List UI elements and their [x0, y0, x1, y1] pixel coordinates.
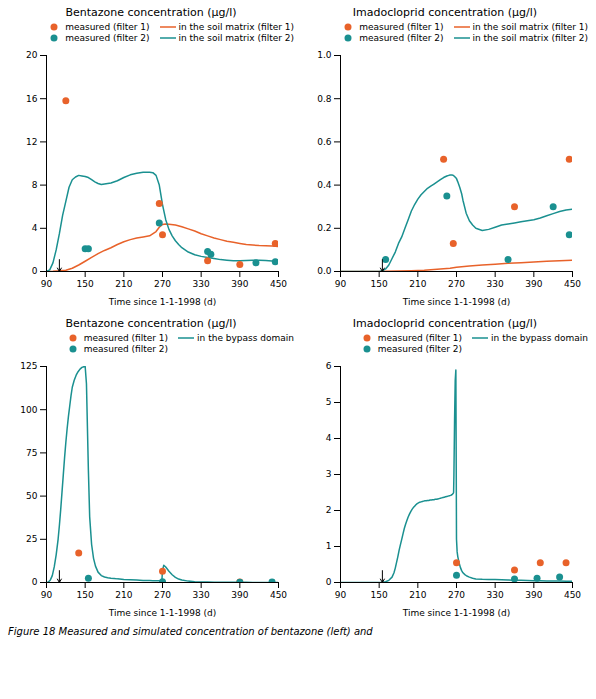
- svg-text:20: 20: [26, 50, 38, 60]
- svg-text:90: 90: [335, 279, 347, 289]
- svg-text:3: 3: [326, 469, 332, 479]
- svg-text:2: 2: [326, 505, 332, 515]
- svg-text:450: 450: [564, 279, 581, 289]
- svg-text:8: 8: [32, 180, 38, 190]
- svg-text:0.8: 0.8: [317, 94, 332, 104]
- svg-text:4: 4: [32, 223, 38, 233]
- svg-text:16: 16: [26, 94, 38, 104]
- svg-text:390: 390: [525, 590, 542, 600]
- svg-text:450: 450: [270, 279, 287, 289]
- html-text:measured (filter 2): measured (filter 2): [377, 344, 463, 354]
- svg-text:90: 90: [41, 590, 53, 600]
- svg-text:330: 330: [487, 590, 504, 600]
- html-text:measured (filter 2): measured (filter 2): [359, 33, 444, 43]
- svg-text:270: 270: [154, 590, 171, 600]
- svg-text:25: 25: [26, 534, 37, 544]
- svg-text:270: 270: [154, 279, 171, 289]
- svg-text:0.2: 0.2: [317, 223, 331, 233]
- svg-text:1.0: 1.0: [317, 50, 332, 60]
- svg-text:Time since 1-1-1998 (d): Time since 1-1-1998 (d): [108, 608, 217, 618]
- svg-text:4: 4: [326, 433, 332, 443]
- svg-text:330: 330: [193, 590, 210, 600]
- svg-text:210: 210: [115, 590, 132, 600]
- html-text:measured (filter 1): measured (filter 1): [359, 22, 444, 32]
- svg-text:150: 150: [371, 279, 388, 289]
- svg-text:210: 210: [409, 279, 426, 289]
- html-text:in the soil matrix (filter 1): in the soil matrix (filter 1): [472, 22, 588, 32]
- svg-text:390: 390: [231, 590, 248, 600]
- svg-text:12: 12: [26, 137, 37, 147]
- svg-text:150: 150: [77, 279, 94, 289]
- html-text:Bentazone concentration (μg/l): Bentazone concentration (μg/l): [65, 6, 237, 19]
- svg-text:0: 0: [326, 577, 332, 587]
- html-text:measured (filter 1): measured (filter 1): [377, 333, 463, 343]
- svg-text:330: 330: [193, 279, 210, 289]
- html-text:in the soil matrix (filter 2): in the soil matrix (filter 2): [178, 33, 294, 43]
- svg-text:0.4: 0.4: [317, 180, 332, 190]
- html-text:Imadocloprid concentration (μg: Imadocloprid concentration (μg/l): [352, 6, 538, 19]
- svg-text:450: 450: [564, 590, 581, 600]
- html-text:measured (filter 1): measured (filter 1): [65, 22, 150, 32]
- html-text:measured (filter 1): measured (filter 1): [83, 333, 169, 343]
- svg-text:6: 6: [326, 361, 332, 371]
- html-text:Figure 18 Measured and simulat: Figure 18 Measured and simulated concent…: [8, 626, 373, 637]
- svg-text:125: 125: [20, 361, 37, 371]
- svg-text:5: 5: [326, 397, 332, 407]
- svg-text:150: 150: [77, 590, 94, 600]
- svg-text:100: 100: [20, 405, 37, 415]
- svg-text:Time since 1-1-1998 (d): Time since 1-1-1998 (d): [108, 297, 217, 307]
- svg-text:450: 450: [270, 590, 287, 600]
- svg-text:Time since 1-1-1998 (d): Time since 1-1-1998 (d): [402, 297, 511, 307]
- svg-text:270: 270: [448, 279, 465, 289]
- svg-text:1: 1: [326, 541, 332, 551]
- svg-text:50: 50: [26, 491, 38, 501]
- html-text:Bentazone concentration (μg/l): Bentazone concentration (μg/l): [65, 317, 237, 330]
- html-text:Imadocloprid concentration (μg: Imadocloprid concentration (μg/l): [352, 317, 538, 330]
- svg-text:330: 330: [487, 279, 504, 289]
- svg-text:Time since 1-1-1998 (d): Time since 1-1-1998 (d): [402, 608, 511, 618]
- html-text:in the bypass domain: in the bypass domain: [197, 333, 294, 343]
- html-text:in the soil matrix (filter 1): in the soil matrix (filter 1): [178, 22, 294, 32]
- html-text:measured (filter 2): measured (filter 2): [65, 33, 150, 43]
- html-text:measured (filter 2): measured (filter 2): [83, 344, 169, 354]
- svg-text:0: 0: [32, 577, 38, 587]
- svg-text:0: 0: [32, 266, 38, 276]
- svg-text:210: 210: [115, 279, 132, 289]
- svg-text:390: 390: [525, 279, 542, 289]
- svg-text:0.6: 0.6: [317, 137, 332, 147]
- html-text:in the soil matrix (filter 2): in the soil matrix (filter 2): [472, 33, 588, 43]
- html-text:in the bypass domain: in the bypass domain: [491, 333, 588, 343]
- svg-text:0.0: 0.0: [317, 266, 332, 276]
- svg-text:390: 390: [231, 279, 248, 289]
- svg-text:90: 90: [41, 279, 53, 289]
- svg-text:270: 270: [448, 590, 465, 600]
- svg-text:75: 75: [26, 448, 37, 458]
- svg-text:150: 150: [371, 590, 388, 600]
- svg-text:90: 90: [335, 590, 347, 600]
- svg-text:210: 210: [409, 590, 426, 600]
